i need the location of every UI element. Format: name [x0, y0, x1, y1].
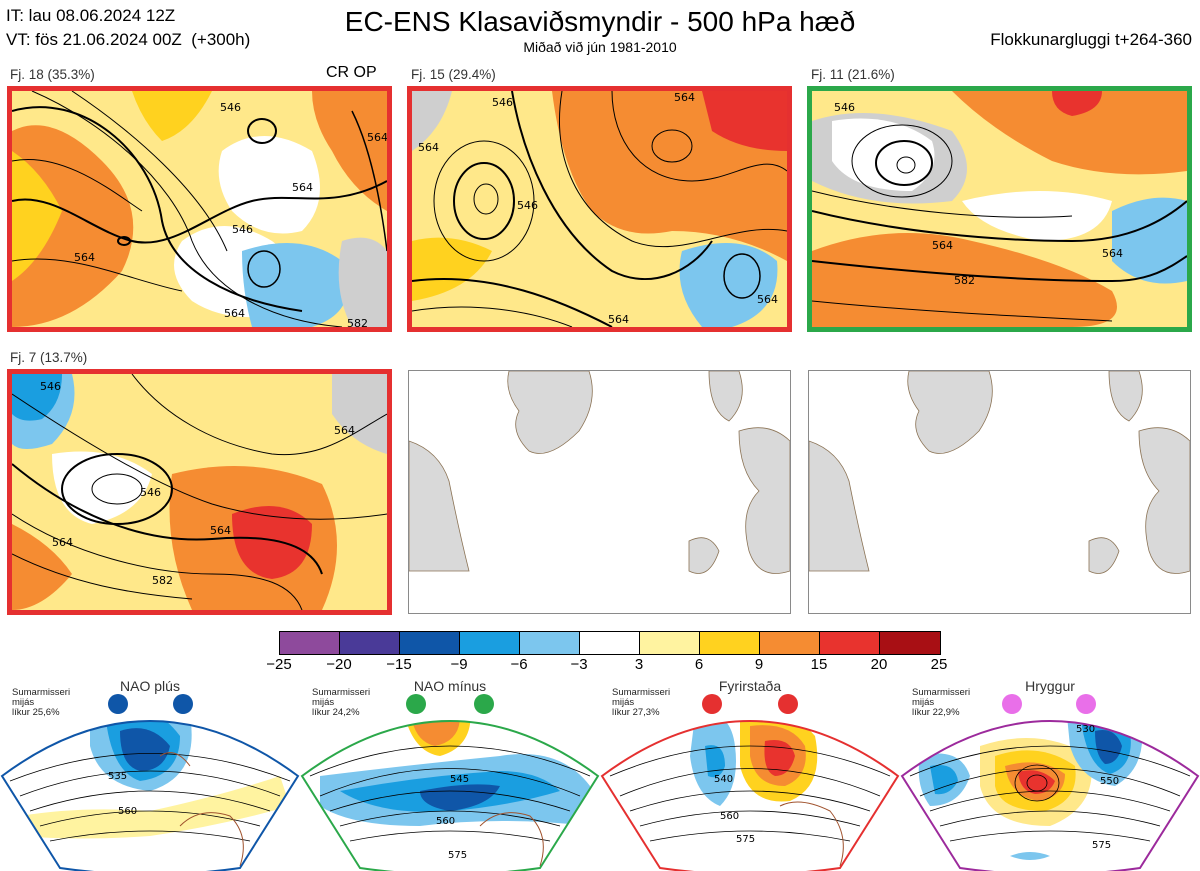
- regime-contour-label: 545: [450, 774, 469, 785]
- colorbar-tick-label: 15: [810, 656, 828, 673]
- regime-info: Sumarmisseri mijás líkur 24,2%: [312, 688, 370, 718]
- regime-contour-label: 575: [736, 834, 755, 845]
- cluster-2-contour-label: 564: [757, 293, 778, 306]
- regime-info: Sumarmisseri mijás líkur 27,3%: [612, 688, 670, 718]
- cluster-1-label: Fj. 18 (35.3%): [10, 67, 95, 82]
- regime-nao-minus: Sumarmisseri mijás líkur 24,2% 545 560 5…: [300, 676, 600, 871]
- regime-contour-label: 540: [714, 774, 733, 785]
- colorbar-segment: [460, 632, 520, 654]
- page-subtitle: Miðað við jún 1981-2010: [523, 39, 677, 55]
- colorbar-segment: [760, 632, 820, 654]
- cluster-1-contour-label: 546: [232, 223, 253, 236]
- cluster-3-contour-label: 546: [834, 101, 855, 114]
- cluster-3-contour-label: 564: [932, 239, 953, 252]
- cluster-2-label: Fj. 15 (29.4%): [411, 67, 496, 82]
- cluster-4-contour-label: 564: [334, 424, 355, 437]
- colorbar-segment: [580, 632, 640, 654]
- cluster-2-contour-label: 564: [674, 91, 695, 104]
- regime-contour-label: 550: [1100, 776, 1119, 787]
- colorbar-segment: [280, 632, 340, 654]
- run-info: IT: lau 08.06.2024 12Z VT: fös 21.06.202…: [6, 4, 250, 52]
- colorbar-tick-label: −9: [450, 656, 468, 673]
- regime-info-line: mijás: [312, 697, 335, 708]
- regime-info-line: mijás: [612, 697, 635, 708]
- regime-contour-label: 575: [448, 850, 467, 861]
- page-title: EC-ENS Klasaviðsmyndir - 500 hPa hæð: [344, 6, 856, 37]
- cluster-3-contour-label: 564: [1102, 247, 1123, 260]
- cluster-1-contour-label: 564: [224, 307, 245, 320]
- regime-info-line: líkur 24,2%: [312, 707, 360, 718]
- cluster-2-contour-label: 564: [608, 313, 629, 326]
- colorbar-tick-label: 25: [930, 656, 948, 673]
- cluster-4-contour-label: 564: [210, 524, 231, 537]
- empty-map-5: [408, 370, 791, 614]
- regime-title: Hryggur: [1025, 678, 1075, 694]
- colorbar-tick-label: −15: [386, 656, 412, 673]
- cluster-1-map: 546 564 564 546 564 564 582: [7, 86, 392, 332]
- empty-map-6: [808, 370, 1191, 614]
- cluster-4-contour-label: 582: [152, 574, 173, 587]
- colorbar: [279, 631, 941, 655]
- regime-contour-label: 535: [108, 771, 127, 782]
- cluster-2-contour-label: 564: [418, 141, 439, 154]
- regime-info-line: Sumarmisseri: [612, 687, 671, 698]
- valid-time: VT: fös 21.06.2024 00Z (+300h): [6, 30, 251, 49]
- regime-contour-label: 560: [720, 811, 739, 822]
- cluster-4-map: 546 546 564 564 582 564: [7, 369, 392, 615]
- regime-info-line: líkur 22,9%: [912, 707, 960, 718]
- regime-contour-label: 575: [1092, 840, 1111, 851]
- regime-nao-plus: Sumarmisseri mijás líkur 25,6% 535 560 N…: [0, 676, 300, 871]
- regime-contour-label: 560: [436, 816, 455, 827]
- regime-info-line: Sumarmisseri: [912, 687, 971, 698]
- colorbar-tick-label: 3: [634, 656, 644, 673]
- regime-info-line: Sumarmisseri: [12, 687, 71, 698]
- cluster-1-contour-label: 564: [74, 251, 95, 264]
- colorbar-segment: [700, 632, 760, 654]
- colorbar-segment: [400, 632, 460, 654]
- regime-blocking: Sumarmisseri mijás líkur 27,3% 540 560 5…: [600, 676, 900, 871]
- regime-title: Fyrirstaða: [718, 678, 782, 694]
- regime-contour-label: 560: [118, 806, 137, 817]
- cluster-3-map: 546 564 564 582: [807, 86, 1192, 332]
- colorbar-tick-label: −3: [570, 656, 588, 673]
- colorbar-tick-label: −25: [266, 656, 292, 673]
- colorbar-tick-label: −20: [326, 656, 352, 673]
- cluster-4-contour-label: 564: [52, 536, 73, 549]
- cluster-2-contour-label: 546: [517, 199, 538, 212]
- colorbar-tick-label: 20: [870, 656, 888, 673]
- regime-ridge: Sumarmisseri mijás líkur 22,9% 530: [900, 676, 1200, 871]
- regime-info-line: mijás: [912, 697, 935, 708]
- cluster-3-contour-label: 582: [954, 274, 975, 287]
- regime-title: NAO mínus: [413, 678, 487, 694]
- colorbar-tick-label: 6: [694, 656, 704, 673]
- cluster-2-map: 546 546 564 564 564 564: [407, 86, 792, 332]
- cluster-1-contour-label: 564: [367, 131, 387, 144]
- regime-info-line: líkur 27,3%: [612, 707, 660, 718]
- control-run-tag: CR OP: [326, 64, 377, 81]
- cluster-1-contour-label: 564: [292, 181, 313, 194]
- cluster-4-contour-label: 546: [40, 380, 61, 393]
- regime-title: NAO plús: [120, 678, 180, 694]
- regime-info: Sumarmisseri mijás líkur 25,6%: [12, 688, 70, 718]
- init-time: IT: lau 08.06.2024 12Z: [6, 6, 176, 25]
- regime-contour-label: 530: [1076, 724, 1095, 735]
- cluster-3-label: Fj. 11 (21.6%): [811, 67, 895, 82]
- cluster-1-contour-label: 582: [347, 317, 368, 327]
- colorbar-segment: [520, 632, 580, 654]
- classification-window: Flokkunargluggi t+264-360: [990, 30, 1192, 49]
- colorbar-tick-label: −6: [510, 656, 528, 673]
- cluster-4-contour-label: 546: [140, 486, 161, 499]
- colorbar-segment: [640, 632, 700, 654]
- regime-info-line: mijás: [12, 697, 35, 708]
- cluster-2-contour-label: 546: [492, 96, 513, 109]
- cluster-4-label: Fj. 7 (13.7%): [10, 350, 88, 365]
- regime-info-line: líkur 25,6%: [12, 707, 60, 718]
- colorbar-tick-label: 9: [754, 656, 764, 673]
- cluster-1-contour-label: 546: [220, 101, 241, 114]
- regime-info-line: Sumarmisseri: [312, 687, 371, 698]
- colorbar-segment: [820, 632, 880, 654]
- colorbar-segment: [340, 632, 400, 654]
- regime-info: Sumarmisseri mijás líkur 22,9%: [912, 688, 970, 718]
- colorbar-segment: [880, 632, 940, 654]
